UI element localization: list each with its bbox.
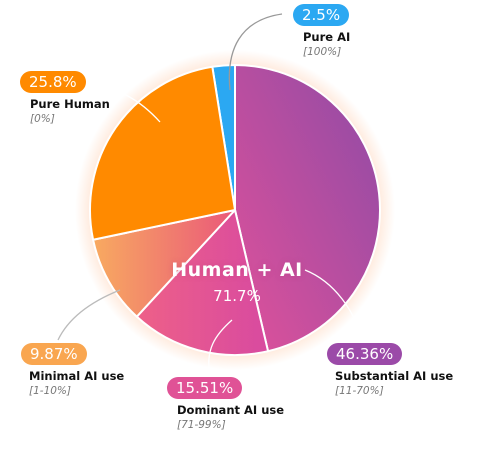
slice-minimal-ai	[92, 209, 236, 318]
slice-dominant-ai	[135, 209, 270, 356]
dominant-ai-label: Dominant AI use	[177, 403, 285, 417]
leader-dominant-ai	[208, 319, 233, 377]
minimal-ai-value-pill: 9.87%	[21, 343, 87, 365]
substantial-ai-range: [11-70%]	[335, 385, 384, 397]
dominant-ai-range: [71-99%]	[177, 419, 226, 431]
leader-minimal-ai	[57, 289, 121, 341]
slice-pure-human	[89, 65, 236, 241]
leader-pure-human	[81, 81, 161, 123]
callout-pure-human: 25.8% Pure Human [0%]	[20, 71, 110, 125]
dominant-ai-value-pill: 15.51%	[167, 377, 243, 399]
group-center-label: Human + AI 71.7%	[157, 259, 317, 305]
callout-dominant-ai: 15.51% Dominant AI use [71-99%]	[167, 377, 284, 431]
group-title: Human + AI	[171, 259, 303, 281]
leader-pure-ai	[228, 13, 283, 91]
pure-ai-range: [100%]	[303, 46, 342, 58]
substantial-ai-label: Substantial AI use	[335, 369, 454, 383]
pure-ai-label: Pure AI	[303, 30, 351, 44]
pure-human-label: Pure Human	[30, 97, 110, 111]
minimal-ai-label: Minimal AI use	[29, 369, 125, 383]
slice-substantial-ai	[234, 64, 381, 353]
pure-human-value-pill: 25.8%	[20, 71, 86, 93]
pure-ai-value-pill: 2.5%	[293, 4, 350, 26]
group-value: 71.7%	[213, 287, 261, 305]
pure-human-range: [0%]	[30, 113, 55, 125]
callout-pure-ai: 2.5% Pure AI [100%]	[293, 4, 350, 58]
callout-minimal-ai: 9.87% Minimal AI use [1-10%]	[21, 343, 124, 397]
leader-substantial-ai	[304, 269, 363, 341]
callout-substantial-ai: 46.36% Substantial AI use [11-70%]	[327, 343, 453, 397]
minimal-ai-range: [1-10%]	[29, 385, 71, 397]
substantial-ai-value-pill: 46.36%	[327, 343, 403, 365]
